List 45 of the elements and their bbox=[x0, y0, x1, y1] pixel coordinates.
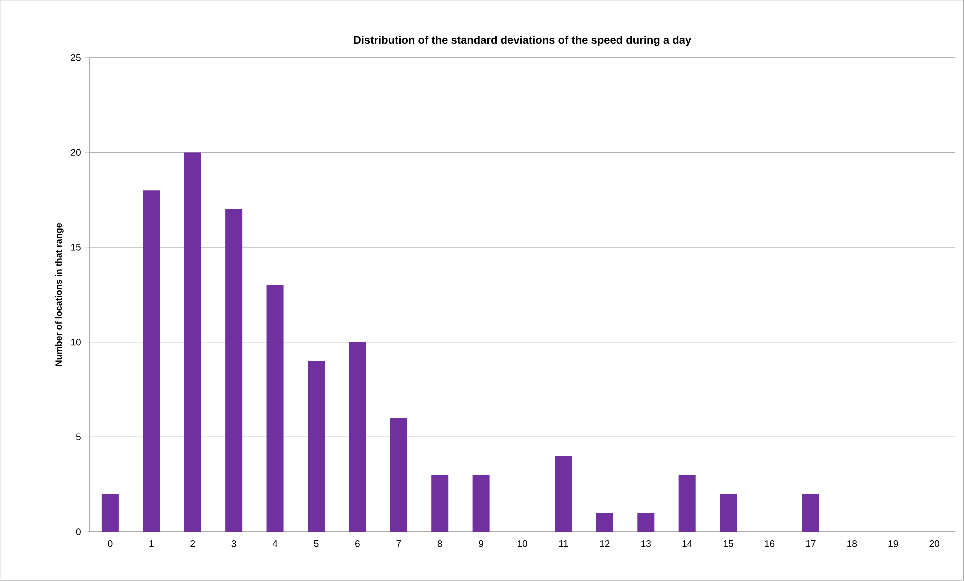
bar bbox=[308, 361, 325, 532]
bar bbox=[802, 494, 820, 532]
bar bbox=[184, 152, 202, 532]
x-tick-label: 0 bbox=[108, 540, 113, 548]
x-tick-label: 17 bbox=[806, 540, 816, 548]
y-tick-label: 15 bbox=[71, 244, 81, 251]
x-tick-label: 19 bbox=[888, 540, 898, 548]
bar bbox=[596, 513, 614, 532]
x-tick-label: 6 bbox=[356, 540, 360, 548]
y-tick-label: 10 bbox=[71, 339, 81, 346]
y-tick-label: 0 bbox=[76, 528, 81, 536]
x-tick-label: 5 bbox=[314, 540, 319, 548]
y-axis-title: Number of locations in that range bbox=[55, 224, 64, 366]
chart-title: Distribution of the standard deviations of the speed during a day bbox=[354, 36, 692, 46]
x-tick-label: 10 bbox=[518, 540, 528, 548]
x-tick-label: 12 bbox=[600, 540, 610, 548]
y-tick-label: 25 bbox=[71, 54, 81, 62]
y-tick-label: 20 bbox=[71, 149, 81, 156]
x-tick-label: 4 bbox=[272, 540, 278, 548]
x-tick-label: 18 bbox=[848, 540, 858, 548]
x-tick-label: 2 bbox=[190, 540, 196, 548]
bar bbox=[720, 494, 738, 532]
x-tick-label: 13 bbox=[642, 540, 652, 548]
bar bbox=[638, 513, 655, 532]
x-tick-label: 7 bbox=[396, 540, 402, 548]
x-tick-label: 9 bbox=[479, 540, 484, 548]
bar bbox=[678, 475, 696, 532]
bar bbox=[226, 210, 243, 532]
x-tick-label: 14 bbox=[682, 540, 692, 548]
bar bbox=[432, 475, 449, 532]
bar bbox=[390, 418, 408, 532]
y-tick-label: 5 bbox=[76, 434, 81, 441]
x-tick-label: 1 bbox=[150, 540, 154, 548]
x-tick-label: 11 bbox=[560, 540, 568, 548]
bar bbox=[266, 286, 284, 532]
bar bbox=[143, 190, 160, 532]
x-tick-label: 8 bbox=[438, 540, 442, 548]
bar bbox=[472, 475, 490, 532]
x-tick-label: 3 bbox=[232, 540, 236, 548]
bar bbox=[555, 456, 572, 532]
x-tick-label: 15 bbox=[724, 540, 734, 548]
x-tick-label: 20 bbox=[930, 540, 940, 548]
bar bbox=[102, 494, 119, 532]
bar bbox=[349, 342, 366, 532]
x-tick-label: 16 bbox=[765, 540, 775, 548]
